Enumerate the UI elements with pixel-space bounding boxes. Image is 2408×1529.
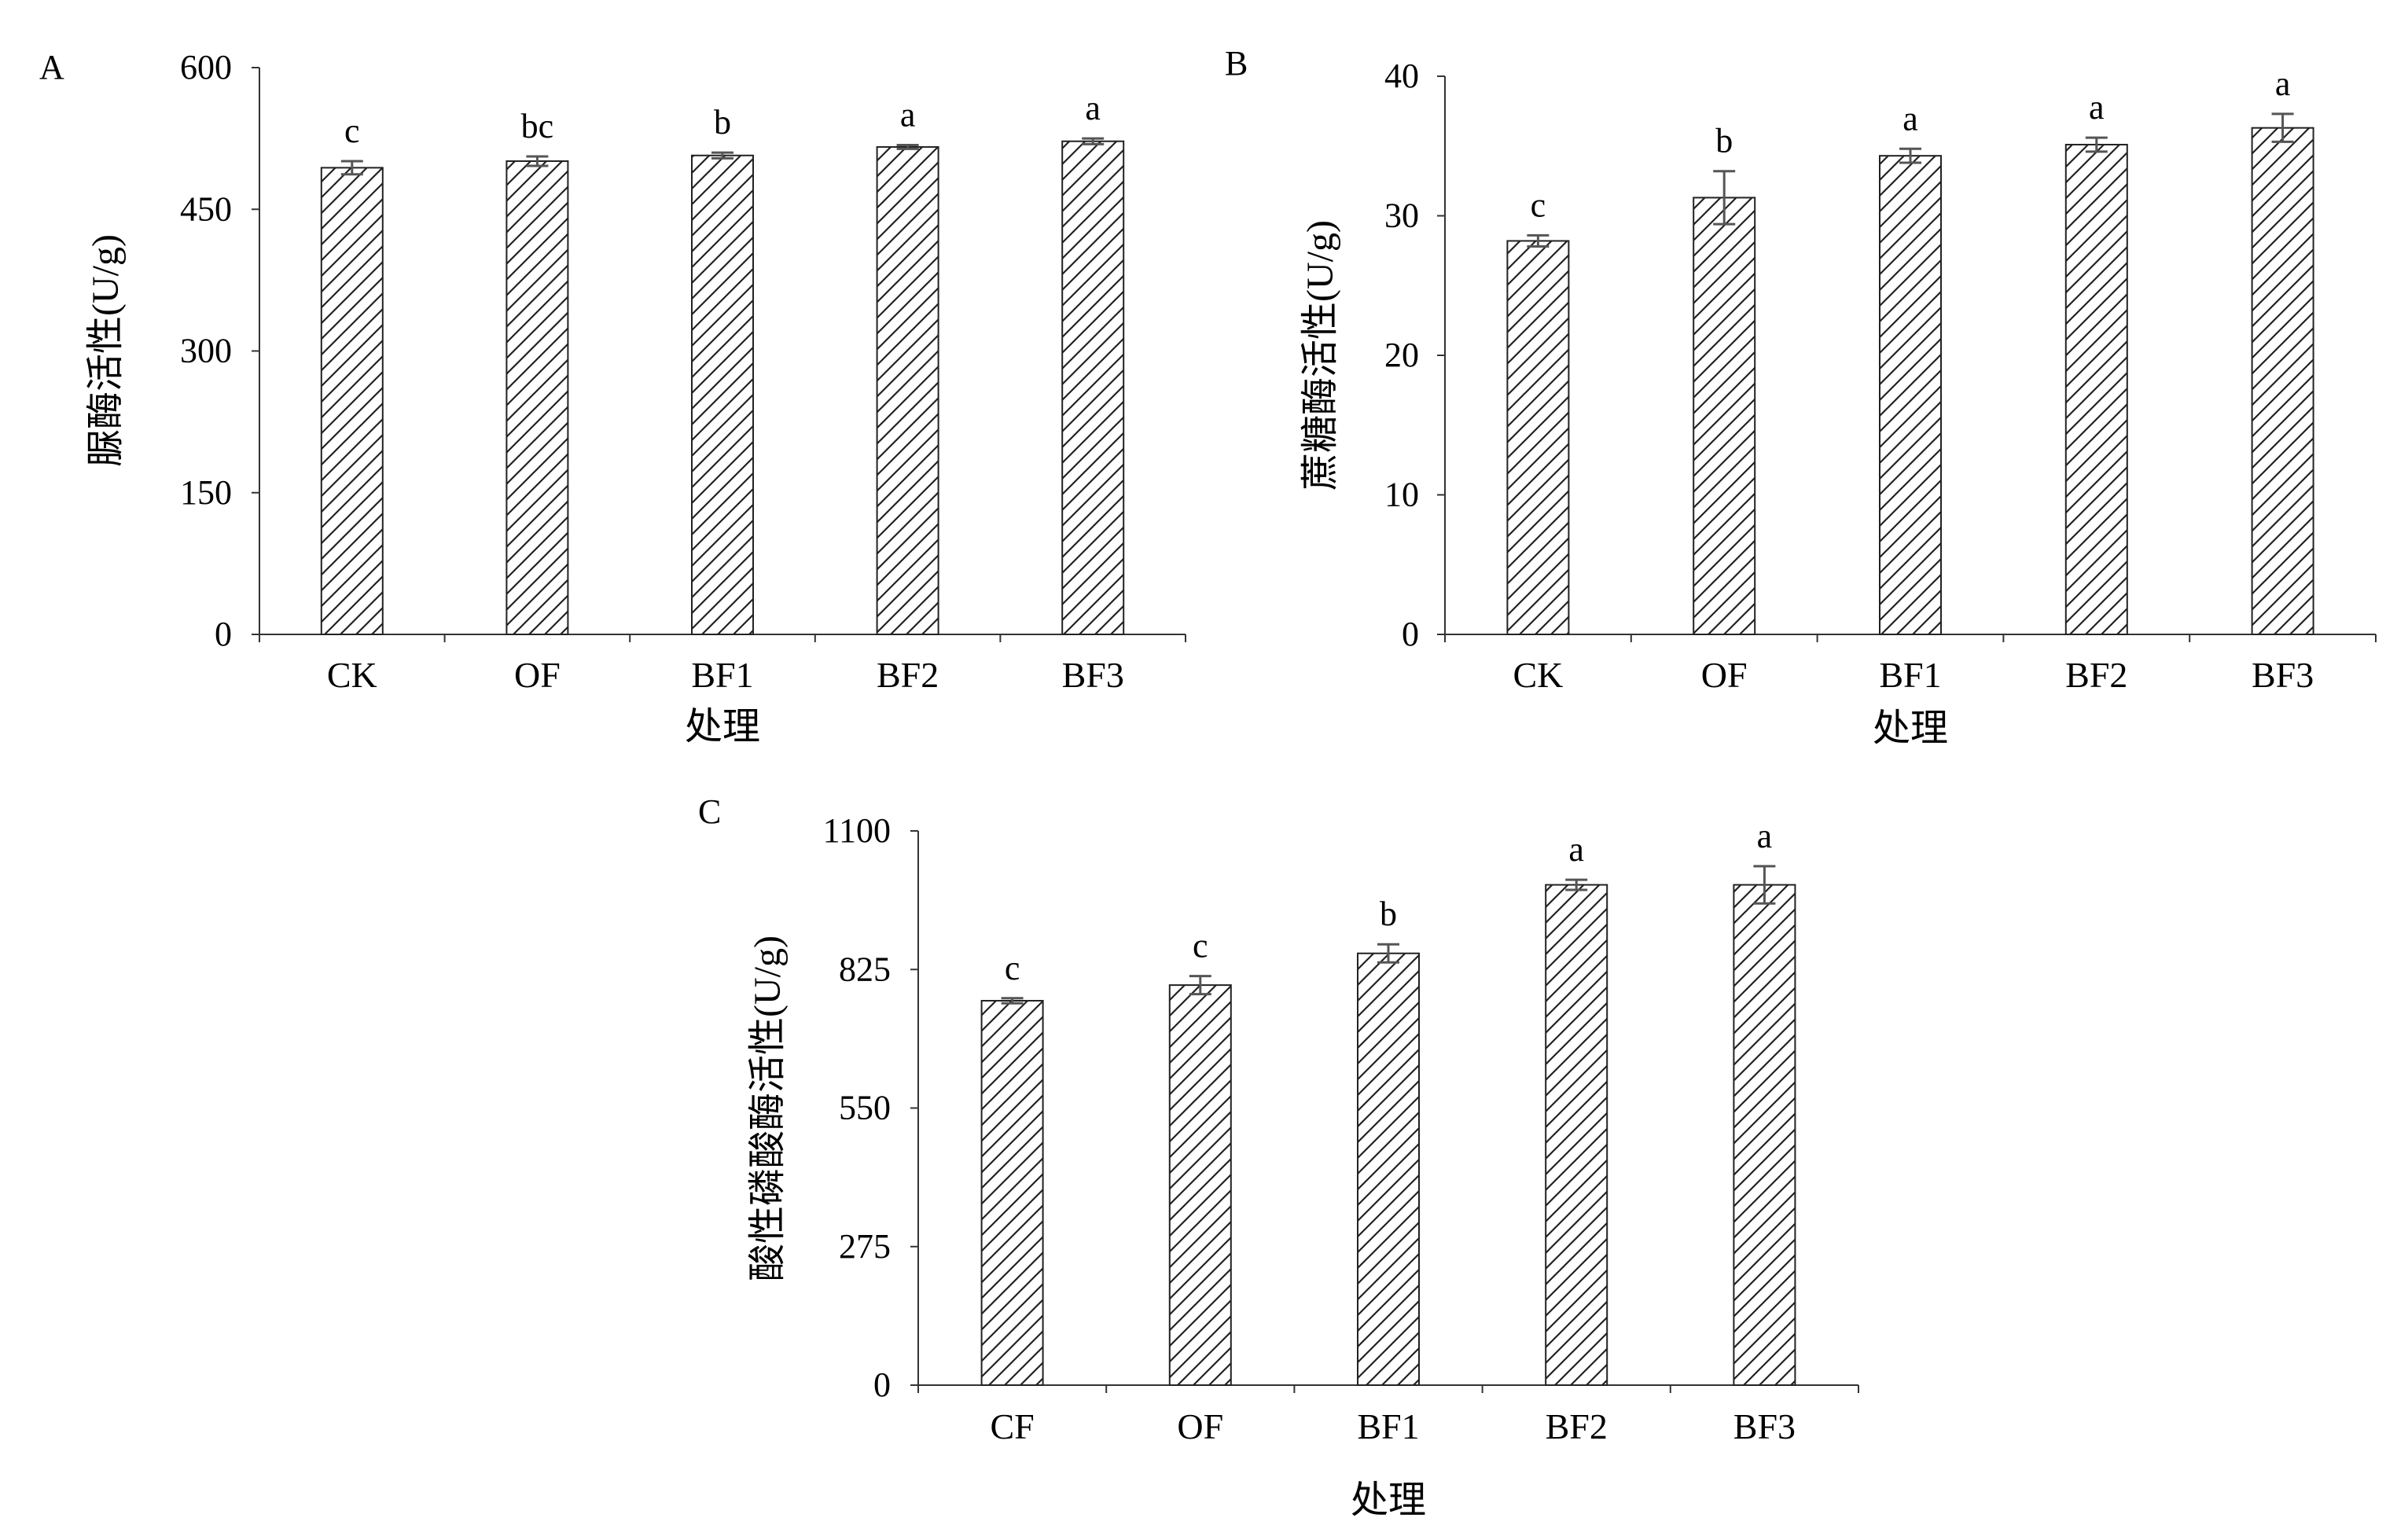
- x-category-label: BF2: [2065, 655, 2127, 695]
- y-tick-label: 40: [1384, 57, 1419, 95]
- bar-bf2: [876, 145, 939, 635]
- significance-letter: a: [1903, 99, 1918, 138]
- significance-letter: a: [1568, 830, 1584, 869]
- bar-bf3: [2251, 127, 2314, 636]
- significance-letter: a: [2275, 64, 2291, 103]
- x-category-label: OF: [514, 655, 561, 695]
- bar-of: [1693, 197, 1756, 636]
- y-tick-label: 150: [180, 473, 232, 512]
- significance-letter: bc: [521, 107, 554, 145]
- y-tick-label: 10: [1384, 476, 1419, 514]
- bar-bf1: [1357, 952, 1420, 1387]
- bar-of: [505, 160, 569, 635]
- x-category-label: BF3: [1733, 1406, 1796, 1446]
- significance-letter: b: [1715, 122, 1733, 160]
- panel-label: A: [39, 48, 64, 86]
- x-axis-title: 处理: [1873, 708, 1948, 749]
- x-category-label: BF3: [1062, 655, 1124, 695]
- significance-letter: b: [1380, 895, 1397, 933]
- significance-letter: c: [1193, 927, 1208, 965]
- y-tick-label: 550: [839, 1089, 891, 1127]
- significance-letter: c: [344, 112, 360, 150]
- bar-ck: [320, 167, 384, 636]
- bar-bf1: [691, 154, 754, 635]
- x-category-label: BF1: [691, 655, 753, 695]
- panel-label: C: [698, 792, 721, 831]
- y-tick-label: 300: [180, 332, 232, 370]
- x-category-label: BF2: [877, 655, 939, 695]
- x-category-label: BF1: [1357, 1406, 1419, 1446]
- x-category-label: CK: [1513, 655, 1563, 695]
- bar-cf: [980, 999, 1044, 1386]
- x-category-label: BF2: [1546, 1406, 1608, 1446]
- y-tick-label: 0: [1402, 615, 1419, 653]
- significance-letter: a: [1757, 817, 1773, 855]
- y-tick-label: 1100: [823, 811, 891, 850]
- y-tick-label: 825: [839, 950, 891, 988]
- y-axis-title: 蔗糖酶活性(U/g): [1300, 220, 1341, 491]
- chart-panel-a: 0 150 300 450 600 c CK bc OF b BF1 a BF2 a BF3 处理 脲酶活性(U…: [39, 48, 1186, 748]
- x-category-label: BF1: [1879, 655, 1941, 695]
- bar-bf1: [1879, 155, 1942, 636]
- significance-letter: c: [1005, 949, 1020, 987]
- x-category-label: CF: [990, 1406, 1034, 1446]
- bar-bf2: [2064, 143, 2128, 636]
- y-tick-label: 30: [1384, 197, 1419, 235]
- bar-bf2: [1545, 884, 1608, 1386]
- y-tick-label: 0: [873, 1365, 891, 1404]
- chart-panel-b: 0 10 20 30 40 c CK b OF a BF1 a BF2 a BF3 处理 蔗糖酶活性(U/g) B: [1225, 44, 2377, 749]
- chart-panel-c: 0 275 550 825 1100 c CF c OF b BF1 a BF2 a BF3 处理 酸性磷酸酶活…: [698, 792, 1859, 1521]
- x-category-label: OF: [1177, 1406, 1223, 1446]
- x-axis-title: 处理: [685, 706, 760, 748]
- x-category-label: OF: [1701, 655, 1748, 695]
- y-tick-label: 0: [215, 615, 232, 653]
- x-category-label: BF3: [2252, 655, 2314, 695]
- bar-bf3: [1733, 884, 1796, 1386]
- y-tick-label: 20: [1384, 336, 1419, 374]
- significance-letter: a: [1085, 89, 1101, 127]
- y-axis-title: 脲酶活性(U/g): [85, 234, 127, 467]
- bar-bf3: [1061, 140, 1125, 636]
- y-axis-title: 酸性磷酸酶活性(U/g): [747, 935, 789, 1281]
- significance-letter: a: [900, 96, 916, 134]
- significance-letter: b: [714, 103, 731, 142]
- x-axis-title: 处理: [1351, 1479, 1426, 1521]
- significance-letter: a: [2089, 88, 2105, 127]
- bar-of: [1168, 984, 1232, 1386]
- y-tick-label: 275: [839, 1227, 891, 1266]
- bar-ck: [1506, 240, 1570, 635]
- significance-letter: c: [1531, 186, 1546, 224]
- y-tick-label: 450: [180, 189, 232, 228]
- y-tick-label: 600: [180, 48, 232, 86]
- x-category-label: CK: [327, 655, 377, 695]
- charts-group: 0150300450600cCKbcOFbBF1aBF2aBF3处理脲酶活性(U…: [39, 44, 2377, 1521]
- panel-label: B: [1225, 44, 1248, 83]
